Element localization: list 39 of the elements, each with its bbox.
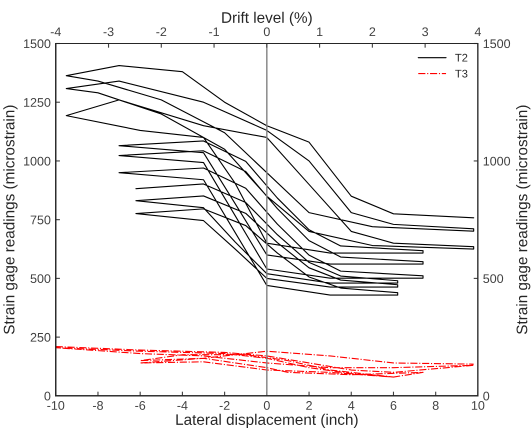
y-tick-label: 750 [30, 215, 50, 224]
y2-tick-label: 0 [483, 392, 490, 400]
x2-tick-label: 1 [317, 27, 322, 36]
x2-tick-label: -2 [156, 27, 166, 36]
x-axis-title: Lateral displacement (inch) [176, 414, 358, 428]
x2-tick-label: -1 [209, 27, 220, 36]
x-tick-label: -4 [177, 401, 188, 410]
x2-tick-label: 4 [474, 27, 482, 36]
y-tick-label: 1500 [24, 39, 50, 48]
y-tick-label: 1250 [24, 98, 50, 107]
x2-tick-label: -4 [50, 27, 61, 36]
y2-tick-label: 1500 [484, 39, 510, 48]
legend-label: T3 [455, 70, 468, 78]
x2-tick-label: 0 [264, 27, 270, 36]
x2-axis-title: Drift level (%) [222, 12, 312, 26]
y2-tick-label: 1000 [484, 156, 510, 166]
y2-tick-label: 500 [483, 274, 504, 284]
y-tick-label: 500 [30, 274, 50, 284]
x2-tick-label: 3 [422, 27, 428, 36]
y-tick-label: 1000 [24, 156, 50, 166]
x-tick-label: 6 [390, 401, 396, 410]
x-tick-label: -8 [92, 401, 103, 410]
line-series [56, 346, 474, 378]
x-tick-label: -10 [47, 401, 64, 410]
x-tick-label: 0 [264, 401, 270, 410]
y2-axis-title: Strain gage readings (microstrain) [516, 106, 530, 334]
x2-tick-label: 2 [370, 27, 376, 36]
x-tick-label: 4 [348, 401, 354, 410]
legend-label: T2 [455, 54, 468, 62]
x2-tick-label: -3 [104, 27, 114, 36]
x-tick-label: 2 [306, 401, 312, 410]
x-tick-label: 8 [432, 401, 439, 410]
x-tick-label: -2 [220, 401, 230, 410]
y-tick-label: 0 [44, 392, 50, 400]
x-tick-label: -6 [135, 401, 146, 410]
y-axis-title: Strain gage readings (microstrain) [3, 106, 18, 334]
line-series [66, 65, 474, 296]
x-tick-label: 10 [472, 401, 484, 410]
y-tick-label: 250 [30, 332, 50, 342]
